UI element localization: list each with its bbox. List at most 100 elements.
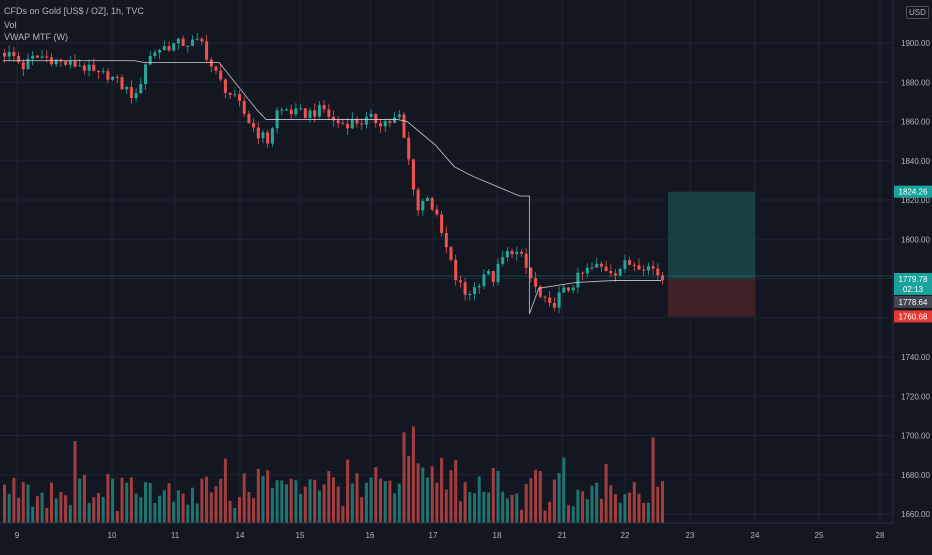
volume-bar [595,482,599,523]
volume-bar [78,478,82,523]
volume-bar [294,480,298,523]
candle [397,109,401,120]
volume-bar [223,458,227,523]
time-tick-label: 21 [558,531,567,540]
candle [285,107,288,111]
candle [7,45,11,62]
price-tick-label: 1700.00 [901,432,930,441]
candle [388,118,392,128]
volume-bar [266,470,270,523]
candle [393,111,397,124]
candle [524,248,528,274]
svg-text:1779.78: 1779.78 [899,275,928,284]
volume-bar [299,493,303,523]
volume-bar [642,502,646,523]
volume-bar [487,492,491,523]
price-tick-label: 1680.00 [901,471,930,480]
candle [505,246,509,262]
volume-bar [134,493,138,523]
volume-bar [50,482,53,523]
volume-bar [209,492,213,523]
candle [200,36,204,46]
candle [440,210,444,237]
candle [322,100,326,114]
volume-bar [614,494,617,523]
target-price-badge: 1824.26 [894,185,932,198]
volume-bar [661,481,664,523]
time-tick-label: 14 [236,531,245,540]
candle [144,62,147,90]
volume-bar [186,504,190,523]
volume-bar [40,492,44,523]
candle [360,118,364,130]
volume-bar [534,469,538,523]
volume-bar [599,498,603,523]
target-zone[interactable] [668,191,755,279]
volume-bar [581,491,585,523]
candle [426,196,429,202]
volume-bar [191,487,194,523]
candle [68,55,72,69]
volume-bar [129,477,133,523]
volume-bar [505,498,509,523]
candle [407,132,411,166]
time-tick-label: 16 [366,531,375,540]
candle [543,295,547,303]
time-tick-label: 18 [493,531,502,540]
candle [491,270,495,287]
candle [510,248,514,259]
candle [364,111,368,129]
candle [402,111,406,139]
candle [487,269,491,275]
candle [646,262,650,275]
candle [637,258,641,271]
candle [101,67,105,75]
candle [585,263,589,278]
candle [162,40,166,51]
volume-bar [35,496,39,523]
volume-bar [435,482,439,523]
volume-bar [543,510,547,523]
volume-bar [567,505,570,523]
time-axis[interactable]: 9 10 11 14 15 16 17 18 21 22 23 24 25 28 [15,531,885,540]
time-tick-label: 24 [751,531,760,540]
currency-label[interactable]: USD [906,6,929,19]
candle [590,262,594,271]
volume-bar [200,478,204,523]
candle [651,260,655,275]
volume-bar [26,484,30,523]
volume-bar [317,490,321,523]
svg-text:1824.26: 1824.26 [899,188,928,197]
candle [214,65,218,74]
candle [158,48,162,60]
candle [252,118,256,133]
volume-bar [219,478,223,523]
candle [129,80,133,104]
candle [186,45,190,53]
volume-bar [172,501,176,523]
stop-zone[interactable] [668,278,755,317]
price-tick-label: 1720.00 [901,392,930,401]
volume-bar [167,483,171,523]
candle [209,57,213,73]
candle [369,108,373,119]
candle [557,286,561,314]
candle [270,126,274,148]
volume-bar [651,437,655,523]
long-position-tool[interactable] [668,191,755,317]
price-axis[interactable]: 1900.00 1880.00 1860.00 1840.00 1820.00 1800.… [901,39,930,519]
price-tick-label: 1880.00 [901,78,930,87]
candle [26,53,30,70]
svg-text:02:13: 02:13 [903,285,924,294]
volume-bar [115,511,119,523]
price-tick-label: 1800.00 [901,235,930,244]
candle [609,264,613,277]
volume-bar [341,506,345,523]
volume-bar [82,474,86,523]
time-tick-label: 15 [296,531,305,540]
time-tick-label: 22 [621,531,630,540]
volume-bar [332,477,335,523]
